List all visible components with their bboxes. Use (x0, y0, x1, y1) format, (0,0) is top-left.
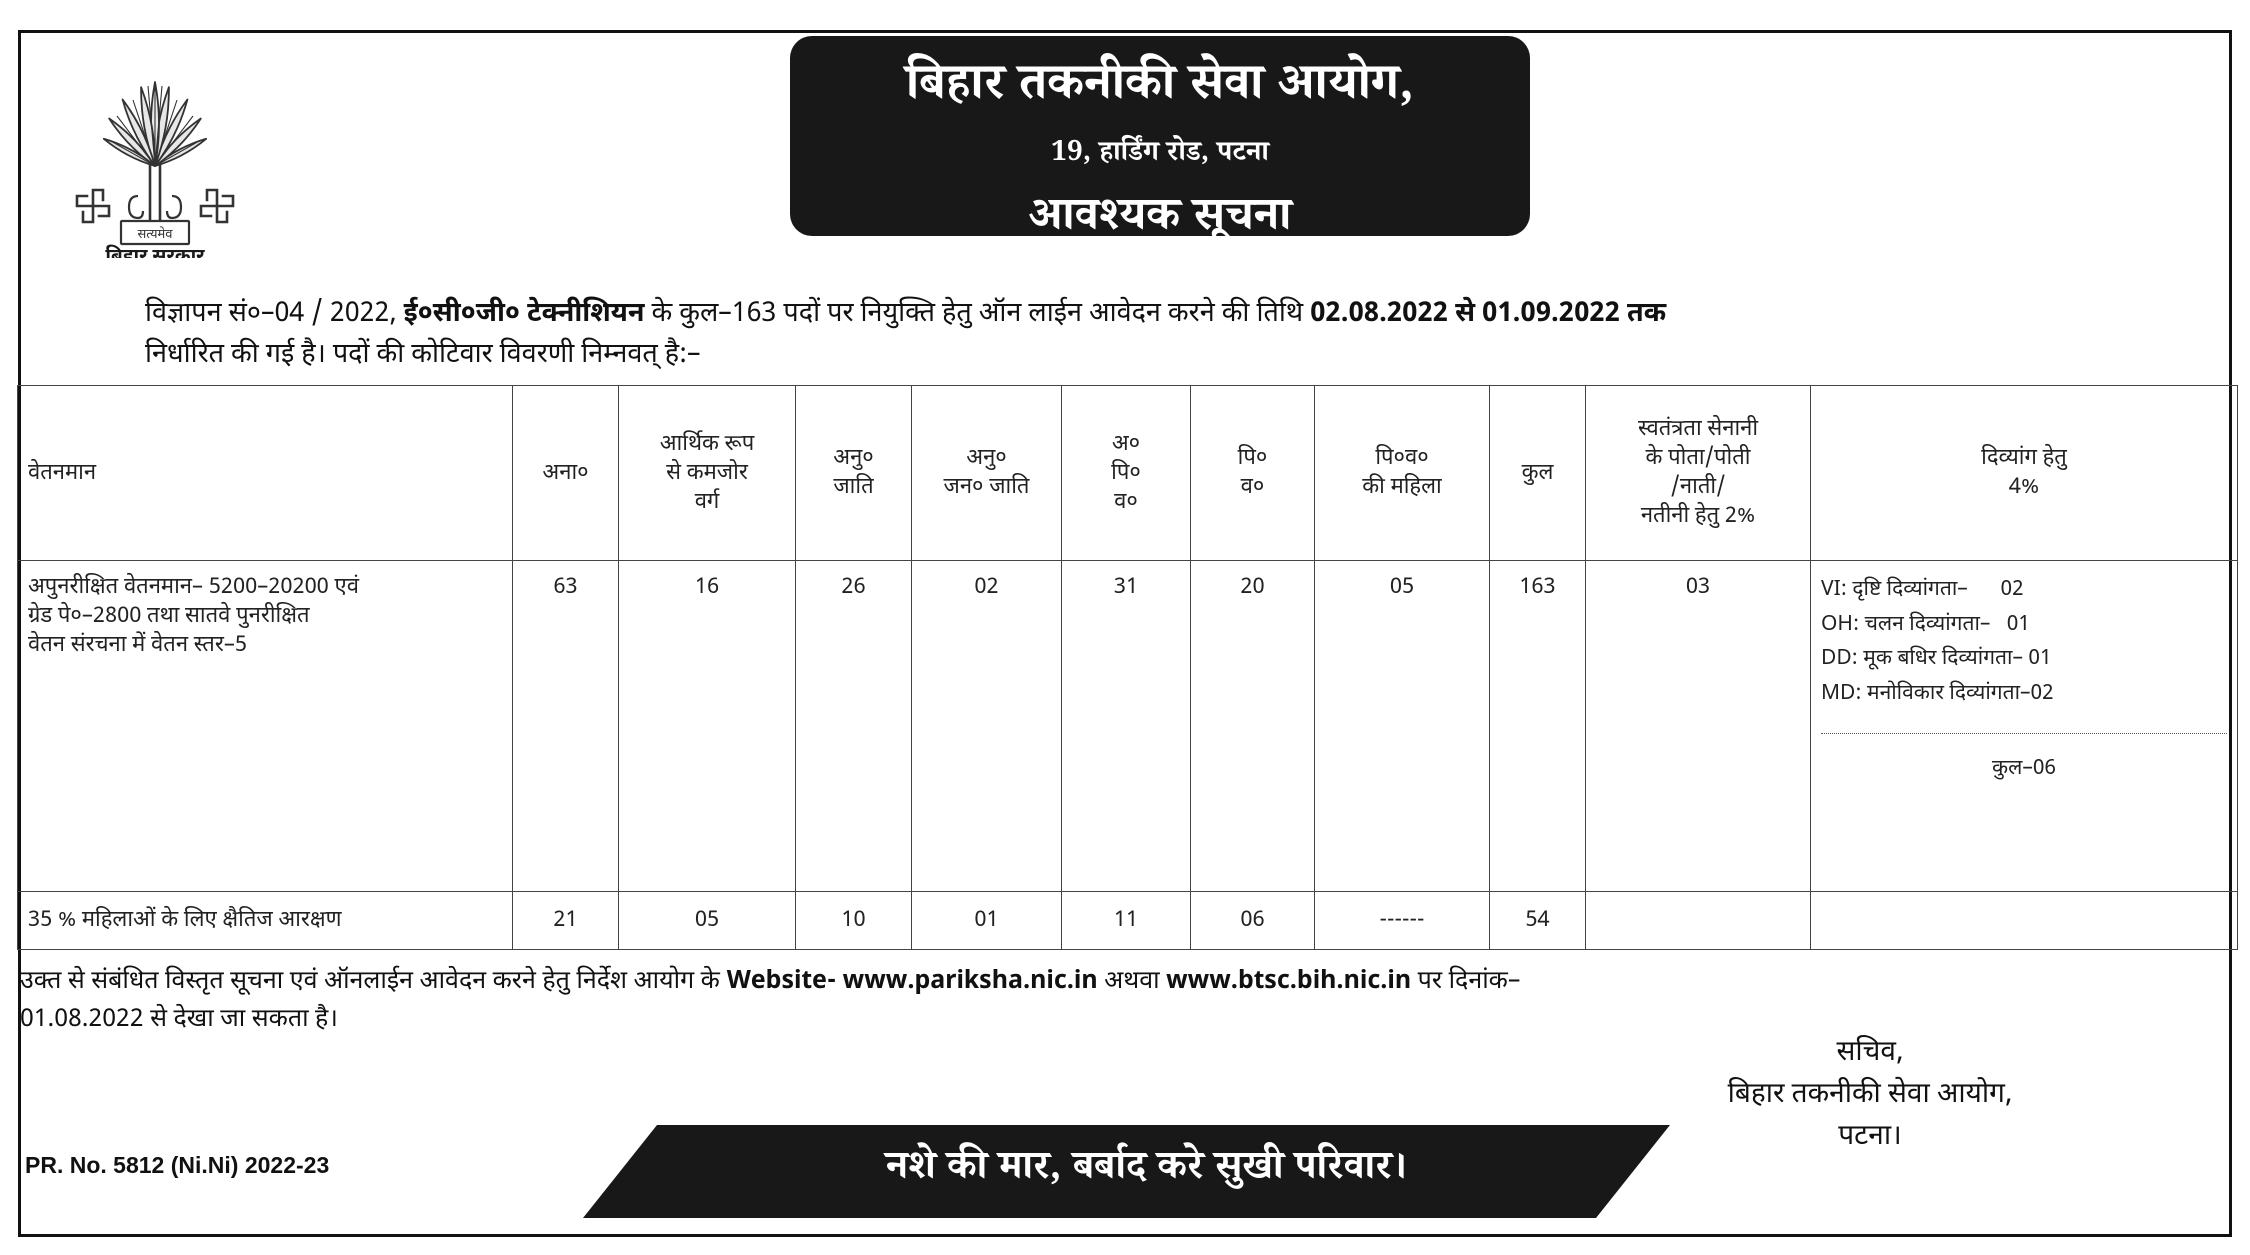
svg-text:सत्यमेव: सत्यमेव (137, 226, 173, 244)
svg-text:बिहार सरकार: बिहार सरकार (105, 245, 205, 258)
